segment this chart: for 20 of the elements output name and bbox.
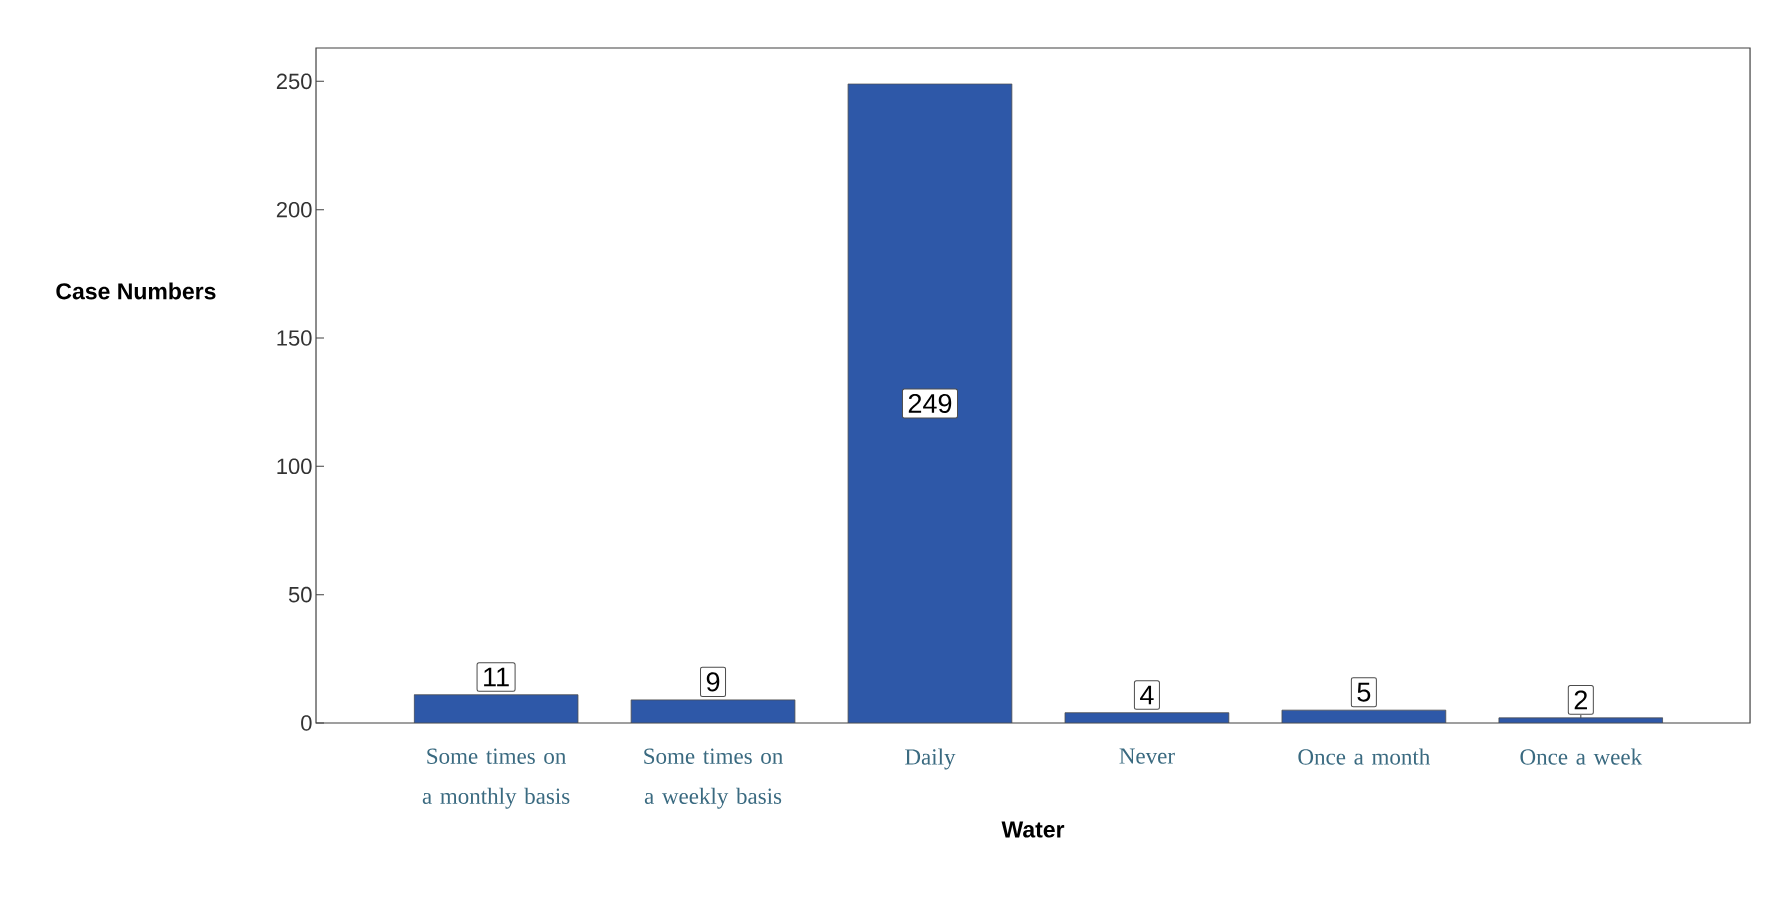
y-axis-title: Case Numbers (56, 282, 216, 300)
data-label: 5 (1357, 682, 1371, 702)
data-label: 2 (1574, 690, 1587, 710)
data-label: 249 (908, 393, 952, 414)
y-tick-label: 50 (288, 586, 312, 603)
x-tick-label: Some times on a weekly basis (644, 748, 783, 809)
data-label: 4 (1140, 685, 1154, 705)
x-tick-label: Once a week (1520, 748, 1643, 765)
y-tick-label: 100 (277, 458, 312, 475)
x-tick-label: Once a month (1298, 748, 1430, 765)
x-axis-title: Water (1001, 821, 1065, 838)
y-tick-label: 200 (276, 201, 312, 218)
y-tick-label: 250 (276, 73, 312, 90)
data-label: 9 (706, 672, 720, 692)
data-label: 11 (484, 667, 509, 687)
x-tick-label: Never (1119, 748, 1175, 764)
y-tick-label: 150 (277, 330, 312, 346)
x-tick-label: Daily (905, 748, 956, 770)
x-tick-label: Some times on a monthly basis (422, 748, 570, 809)
y-tick-label: 0 (301, 715, 312, 731)
